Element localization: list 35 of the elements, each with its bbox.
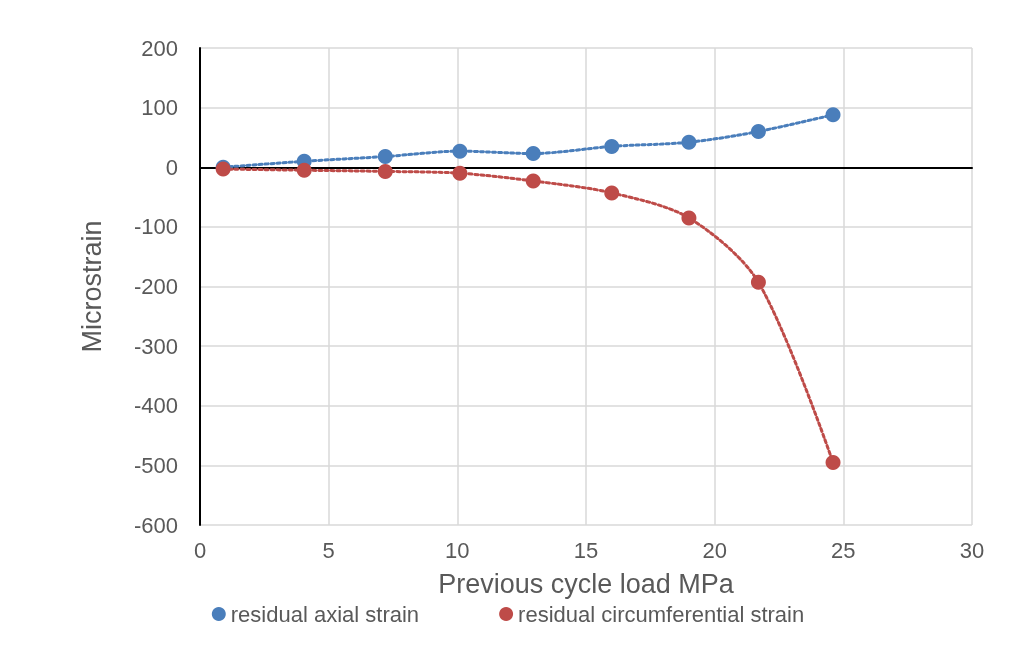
point	[525, 173, 541, 189]
x-tick-label: 15	[573, 537, 599, 563]
x-tick-label: 30	[959, 537, 985, 563]
y-tick-label: -300	[133, 333, 178, 359]
point	[825, 107, 841, 123]
y-tick-label: -400	[133, 393, 178, 419]
point	[296, 162, 312, 178]
point	[750, 274, 766, 290]
legend-label: residual circumferential strain	[518, 601, 805, 627]
point	[750, 123, 766, 139]
x-tick-label: 5	[322, 537, 335, 563]
point	[604, 185, 620, 201]
point	[525, 146, 541, 162]
point	[604, 138, 620, 154]
point	[681, 210, 697, 226]
point	[825, 454, 841, 470]
y-axis-title: Microstrain	[76, 220, 107, 353]
point	[452, 165, 468, 181]
x-tick-label: 10	[445, 537, 470, 563]
point	[377, 163, 393, 179]
y-tick-label: 0	[165, 154, 178, 180]
y-tick-label: -600	[133, 512, 178, 538]
point	[377, 149, 393, 165]
legend-label: residual axial strain	[230, 601, 420, 627]
y-tick-label: 200	[141, 35, 178, 61]
point	[452, 143, 468, 159]
x-tick-label: 20	[702, 537, 727, 563]
x-axis-title: Previous cycle load MPa	[438, 568, 735, 599]
x-tick-label: 0	[193, 537, 207, 563]
y-tick-label: 100	[141, 95, 178, 121]
y-tick-label: -100	[133, 214, 178, 240]
y-tick-label: -500	[133, 452, 178, 478]
point	[681, 134, 697, 150]
x-tick-label: 25	[831, 537, 856, 563]
y-tick-label: -200	[133, 274, 178, 299]
